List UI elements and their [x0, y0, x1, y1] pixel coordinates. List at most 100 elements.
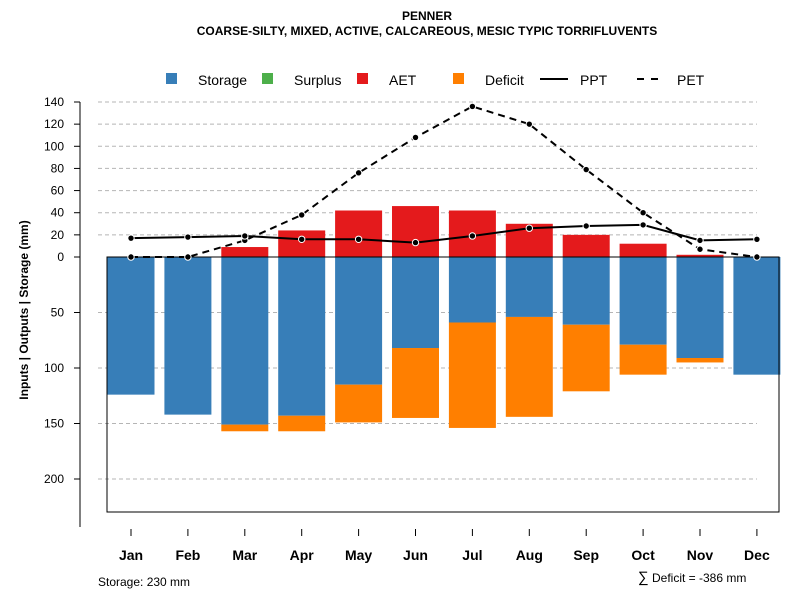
storage-bar: [164, 257, 212, 415]
y-tick-label: 100: [44, 139, 64, 153]
ppt-point: [525, 224, 533, 232]
ppt-point: [241, 232, 249, 240]
storage-bar: [505, 257, 553, 317]
storage-bar: [278, 257, 326, 416]
pet-point: [127, 253, 135, 261]
bars: [107, 206, 781, 432]
y-axis-label: Inputs | Outputs | Storage (mm): [17, 220, 31, 399]
legend-label-pet: PET: [677, 72, 705, 88]
storage-bar: [107, 257, 155, 395]
aet-bar: [335, 210, 383, 257]
storage-bar: [221, 257, 269, 425]
ppt-point: [354, 235, 363, 243]
deficit-sum-icon: ∑: [638, 569, 649, 586]
storage-bar: [448, 257, 496, 323]
deficit-bar: [619, 344, 667, 375]
deficit-bar: [676, 358, 724, 363]
storage-bar: [733, 257, 781, 375]
x-tick-label: Jun: [403, 547, 428, 563]
y-tick-label: 200: [44, 472, 64, 486]
y-tick-label: 80: [51, 161, 65, 175]
storage-bar: [619, 257, 667, 345]
pet-point: [582, 165, 590, 174]
storage-bar: [562, 257, 610, 325]
x-tick-label: Jan: [119, 547, 143, 563]
deficit-bar: [505, 316, 553, 417]
pet-point: [354, 169, 363, 177]
legend-swatch-storage: [166, 73, 177, 84]
pet-point: [696, 245, 704, 253]
pet-point: [525, 120, 533, 128]
y-tick-label: 50: [51, 306, 65, 320]
x-tick-label: Mar: [232, 547, 257, 563]
ppt-point: [127, 234, 135, 242]
x-tick-label: Sep: [573, 547, 599, 563]
aet-bar: [562, 234, 610, 257]
ppt-point: [753, 235, 761, 243]
legend-label-surplus: Surplus: [294, 72, 341, 88]
y-tick-label: 0: [57, 250, 64, 264]
pet-point: [753, 253, 761, 261]
ppt-pet-lines: [127, 102, 761, 261]
y-tick-label: 20: [51, 228, 65, 242]
x-tick-label: Nov: [687, 547, 714, 563]
ppt-point: [468, 232, 477, 240]
pet-point: [184, 253, 192, 261]
ppt-point: [582, 222, 590, 230]
x-tick-label: Aug: [516, 547, 543, 563]
legend-label-storage: Storage: [198, 72, 247, 88]
y-axis: 0 20 40 60 80 100 120 140 50 100 150 200: [44, 95, 81, 527]
gridlines: [98, 101, 757, 480]
ppt-point: [411, 238, 420, 247]
legend-label-deficit: Deficit: [485, 72, 524, 88]
y-tick-label: 40: [51, 206, 65, 220]
pet-point: [298, 211, 306, 219]
legend-swatch-surplus: [262, 73, 273, 84]
x-tick-label: Feb: [175, 547, 200, 563]
legend: Storage Surplus AET Deficit PPT PET: [166, 72, 705, 88]
legend-swatch-deficit: [453, 73, 464, 84]
y-tick-label: 120: [44, 117, 64, 131]
y-tick-label: 60: [51, 184, 65, 198]
legend-label-aet: AET: [389, 72, 417, 88]
aet-bar: [221, 247, 269, 257]
aet-bar: [619, 243, 667, 257]
ppt-line: [130, 223, 757, 244]
y-tick-label: 100: [44, 361, 64, 375]
deficit-bar: [221, 424, 269, 432]
pet-point: [639, 209, 647, 217]
aet-bar: [676, 254, 724, 257]
storage-footnote: Storage: 230 mm: [98, 575, 190, 589]
y-tick-label: 140: [44, 95, 64, 109]
x-axis: Jan Feb Mar Apr May Jun Jul Aug Sep Oct Nov Dec: [119, 529, 770, 563]
deficit-bar: [278, 415, 326, 432]
ppt-point: [639, 221, 647, 229]
chart-subtitle: COARSE-SILTY, MIXED, ACTIVE, CALCAREOUS,…: [197, 24, 657, 38]
storage-bar: [392, 257, 439, 349]
x-tick-label: Oct: [631, 547, 655, 563]
deficit-bar: [392, 348, 439, 418]
chart-title: PENNER: [402, 9, 452, 23]
ppt-point: [696, 236, 704, 245]
storage-bar: [335, 257, 383, 385]
x-tick-label: Apr: [290, 547, 315, 563]
pet-line: [131, 105, 758, 258]
ppt-point: [298, 235, 306, 243]
deficit-bar: [335, 384, 383, 423]
pet-point: [411, 133, 420, 142]
x-tick-label: Jul: [462, 547, 482, 563]
legend-swatch-aet: [357, 73, 368, 84]
deficit-bar: [562, 324, 610, 392]
y-tick-label: 150: [44, 417, 64, 431]
x-tick-label: Dec: [744, 547, 770, 563]
x-tick-label: May: [345, 547, 372, 563]
pet-point: [468, 102, 477, 111]
ppt-point: [184, 233, 192, 241]
deficit-footnote: Deficit = -386 mm: [652, 571, 746, 585]
aet-bar: [392, 206, 439, 257]
deficit-bar: [448, 322, 496, 428]
storage-bar: [676, 257, 724, 359]
legend-label-ppt: PPT: [580, 72, 608, 88]
aet-bar: [278, 230, 326, 257]
